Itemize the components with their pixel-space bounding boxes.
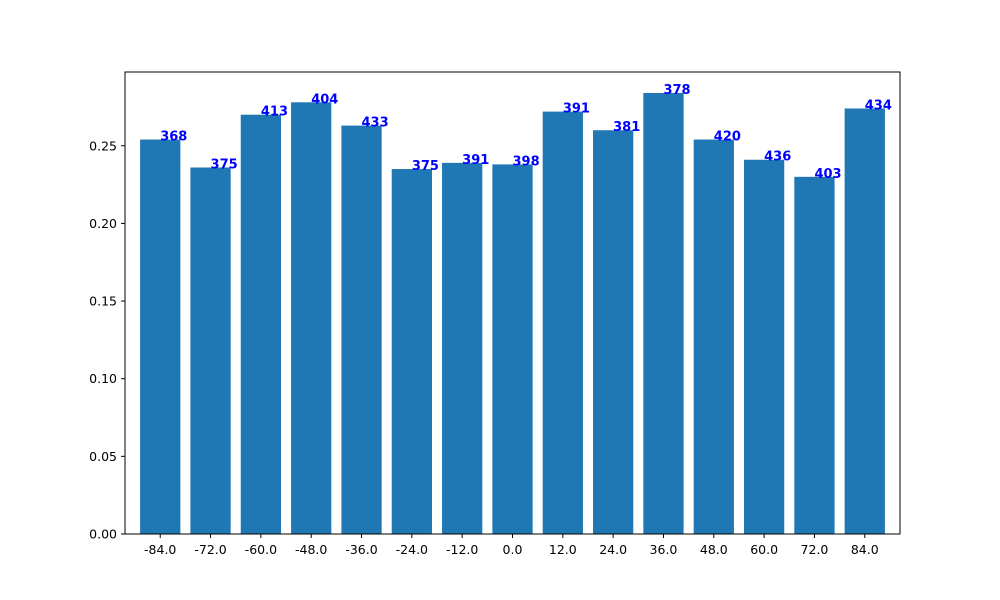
y-tick-label: 0.00	[89, 527, 117, 542]
x-tick-label: 60.0	[750, 542, 778, 557]
bar	[391, 169, 432, 534]
bar-value-label: 391	[462, 153, 489, 168]
bar	[593, 130, 634, 534]
x-tick-label: 0.0	[503, 542, 523, 557]
y-tick-label: 0.25	[89, 138, 117, 153]
bar	[442, 162, 483, 535]
bars-group	[140, 92, 885, 535]
x-tick-label: 84.0	[851, 542, 879, 557]
bar-value-label: 398	[513, 154, 540, 169]
bar-value-label: 368	[160, 130, 187, 145]
bar-value-label: 391	[563, 102, 590, 117]
bar-value-label: 433	[362, 116, 389, 131]
y-axis: 0.00 0.05 0.10 0.15 0.20 0.25	[89, 138, 125, 542]
bar	[643, 92, 684, 534]
bar	[341, 125, 382, 534]
bar	[291, 102, 332, 535]
bar-value-label: 375	[211, 158, 238, 173]
x-tick-label: -24.0	[396, 542, 428, 557]
y-tick-label: 0.15	[89, 294, 117, 309]
bar	[140, 139, 181, 534]
x-tick-label: 24.0	[599, 542, 627, 557]
x-tick-label: 12.0	[549, 542, 577, 557]
bar-value-label: 420	[714, 130, 741, 145]
bar-value-label: 403	[814, 167, 841, 182]
bar	[743, 159, 785, 534]
x-tick-label: 36.0	[650, 542, 678, 557]
x-tick-label: -72.0	[194, 542, 226, 557]
bar	[794, 176, 835, 534]
plot-area-frame	[124, 71, 901, 535]
bar-value-label: 381	[613, 120, 640, 135]
x-tick-label: -48.0	[295, 542, 327, 557]
bar	[844, 108, 885, 535]
bar-value-label: 413	[261, 105, 288, 120]
bar-value-label: 375	[412, 159, 439, 174]
bar	[492, 164, 533, 534]
bar	[240, 114, 282, 535]
y-tick-label: 0.05	[89, 449, 117, 464]
y-tick-label: 0.10	[89, 371, 117, 386]
x-tick-label: 48.0	[700, 542, 728, 557]
bar	[542, 111, 583, 534]
x-tick-label: 72.0	[801, 542, 829, 557]
bar-value-label: 378	[663, 83, 690, 98]
x-tick-label: -84.0	[144, 542, 176, 557]
bar-value-label: 404	[311, 92, 338, 107]
y-tick-label: 0.20	[89, 216, 117, 231]
bar-labels-group: 368 375 413 404 433 375 391 398 391 381 378 420 436 4…	[160, 83, 892, 182]
bar-value-label: 436	[764, 150, 791, 165]
bar-value-label: 434	[865, 98, 892, 113]
x-tick-label: -36.0	[345, 542, 377, 557]
x-tick-label: -60.0	[245, 542, 277, 557]
x-axis: -84.0 -72.0 -60.0 -48.0 -36.0 -24.0 -12.0 0.0 12…	[144, 534, 879, 557]
bar	[693, 139, 734, 534]
x-tick-label: -12.0	[446, 542, 478, 557]
bar	[190, 167, 231, 534]
